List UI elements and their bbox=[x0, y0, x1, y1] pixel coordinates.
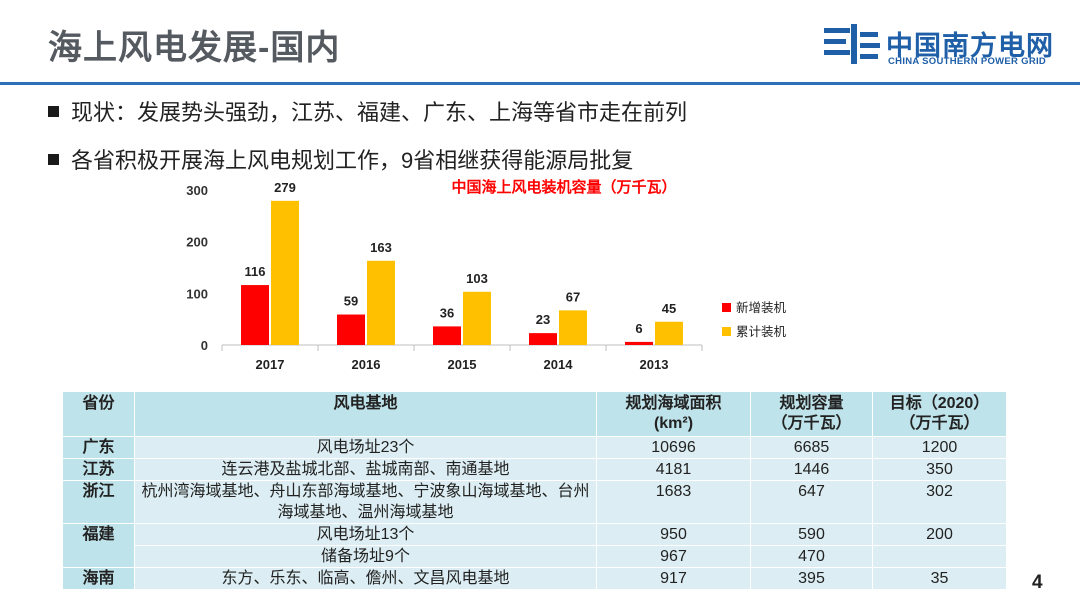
y-tick-label: 0 bbox=[201, 338, 208, 353]
bar-value-label: 67 bbox=[566, 289, 580, 304]
bar-value-label: 163 bbox=[370, 240, 392, 255]
legend-label: 累计装机 bbox=[736, 325, 787, 339]
table-cell: 647 bbox=[750, 480, 873, 524]
table-cell: 风电场址13个 bbox=[134, 523, 597, 546]
table-cell: 1683 bbox=[596, 480, 751, 524]
column-header: 省份 bbox=[62, 391, 135, 437]
table-cell: 950 bbox=[596, 523, 751, 546]
table-cell: 350 bbox=[872, 458, 1007, 481]
bar-value-label: 59 bbox=[344, 294, 358, 309]
column-header: 风电基地 bbox=[134, 391, 597, 437]
x-tick-label: 2016 bbox=[352, 357, 381, 372]
table-cell: 917 bbox=[596, 567, 751, 590]
bar-value-label: 45 bbox=[662, 301, 676, 316]
bar-value-label: 23 bbox=[536, 312, 550, 327]
bar-new bbox=[241, 285, 269, 345]
table-cell: 6685 bbox=[750, 436, 873, 459]
legend-label: 新增装机 bbox=[736, 300, 787, 315]
bar-value-label: 6 bbox=[635, 321, 642, 336]
province-cell: 浙江 bbox=[62, 480, 135, 524]
table-cell: 连云港及盐城北部、盐城南部、南通基地 bbox=[134, 458, 597, 481]
bar-cumulative bbox=[463, 291, 491, 345]
x-tick-label: 2015 bbox=[448, 357, 477, 372]
y-tick-label: 200 bbox=[186, 235, 208, 250]
province-cell: 海南 bbox=[62, 567, 135, 590]
bar-value-label: 103 bbox=[466, 271, 488, 286]
column-header: 目标（2020） （万千瓦） bbox=[872, 391, 1007, 437]
y-tick-label: 100 bbox=[186, 286, 208, 301]
table-cell: 967 bbox=[596, 545, 751, 568]
bullet-text: 各省积极开展海上风电规划工作，9省相继获得能源局批复 bbox=[71, 148, 634, 173]
bar-new bbox=[625, 341, 653, 345]
bar-cumulative bbox=[655, 321, 683, 345]
table-row: 海南 东方、乐东、临高、儋州、文昌风电基地 917 395 35 bbox=[62, 567, 1007, 590]
bar-value-label: 36 bbox=[440, 305, 454, 320]
table-cell: 470 bbox=[750, 545, 873, 568]
bar-cumulative bbox=[271, 200, 299, 345]
page-number: 4 bbox=[1032, 572, 1043, 593]
logo-name-cn: 中国南方电网 bbox=[886, 31, 1054, 61]
table-cell: 302 bbox=[872, 480, 1007, 524]
table-cell: 35 bbox=[872, 567, 1007, 590]
table-row: 储备场址9个 967 470 bbox=[63, 545, 1007, 568]
province-cell: 广东 bbox=[62, 436, 135, 459]
bullet-list: 现状：发展势头强劲，江苏、福建、广东、上海等省市走在前列 各省积极开展海上风电规… bbox=[48, 96, 687, 192]
page-title: 海上风电发展-国内 bbox=[48, 29, 341, 67]
header-divider bbox=[0, 82, 1080, 85]
square-bullet-icon bbox=[48, 105, 59, 117]
x-tick-label: 2014 bbox=[544, 357, 574, 372]
table-cell: 200 bbox=[872, 523, 1007, 546]
table-row: 福建 风电场址13个 950 590 200 bbox=[62, 523, 1007, 568]
bullet-item: 现状：发展势头强劲，江苏、福建、广东、上海等省市走在前列 bbox=[48, 96, 687, 126]
legend-swatch bbox=[722, 303, 731, 312]
table-row: 江苏 连云港及盐城北部、盐城南部、南通基地 4181 1446 350 bbox=[62, 458, 1007, 481]
table-cell: 储备场址9个 bbox=[134, 545, 597, 568]
bullet-text: 现状：发展势头强劲，江苏、福建、广东、上海等省市走在前列 bbox=[71, 100, 688, 125]
table-cell: 风电场址23个 bbox=[134, 436, 597, 459]
column-header: 规划容量 （万千瓦） bbox=[750, 391, 873, 437]
province-cell: 福建 bbox=[62, 523, 135, 568]
legend-swatch bbox=[722, 327, 731, 336]
bullet-item: 各省积极开展海上风电规划工作，9省相继获得能源局批复 bbox=[48, 144, 687, 174]
csg-logo-icon bbox=[824, 24, 880, 64]
logo-name-en: CHINA SOUTHERN POWER GRID bbox=[888, 56, 1047, 67]
table-cell: 10696 bbox=[596, 436, 751, 459]
table-cell: 395 bbox=[750, 567, 873, 590]
table-cell bbox=[872, 545, 1007, 568]
square-bullet-icon bbox=[48, 153, 59, 165]
table-cell: 杭州湾海域基地、舟山东部海域基地、宁波象山海域基地、台州海域基地、温州海域基地 bbox=[134, 480, 597, 524]
table-cell: 4181 bbox=[596, 458, 751, 481]
column-header: 规划海域面积 (km²) bbox=[596, 391, 751, 437]
bar-new bbox=[337, 314, 365, 345]
table-cell: 590 bbox=[750, 523, 873, 546]
table-cell: 1200 bbox=[872, 436, 1007, 459]
table-cell: 东方、乐东、临高、儋州、文昌风电基地 bbox=[134, 567, 597, 590]
table-row: 广东 风电场址23个 10696 6685 1200 bbox=[62, 436, 1007, 459]
table-cell: 1446 bbox=[750, 458, 873, 481]
bar-new bbox=[529, 333, 557, 345]
x-tick-label: 2017 bbox=[256, 357, 285, 372]
x-tick-label: 2013 bbox=[640, 357, 669, 372]
bar-new bbox=[433, 326, 461, 345]
bar-value-label: 116 bbox=[245, 264, 266, 279]
province-cell: 江苏 bbox=[62, 458, 135, 481]
company-logo: 中国南方电网 CHINA SOUTHERN POWER GRID bbox=[822, 22, 1067, 68]
table-row: 浙江 杭州湾海域基地、舟山东部海域基地、宁波象山海域基地、台州海域基地、温州海域基… bbox=[62, 480, 1007, 524]
bar-cumulative bbox=[367, 260, 395, 345]
bar-cumulative bbox=[559, 310, 587, 345]
table-header-row: 省份 风电基地 规划海域面积 (km²) 规划容量 （万千瓦） 目标（2020） （万千瓦） bbox=[62, 391, 1007, 437]
province-plan-table: 省份 风电基地 规划海域面积 (km²) 规划容量 （万千瓦） 目标（2020） （万千瓦） … bbox=[62, 391, 1007, 590]
